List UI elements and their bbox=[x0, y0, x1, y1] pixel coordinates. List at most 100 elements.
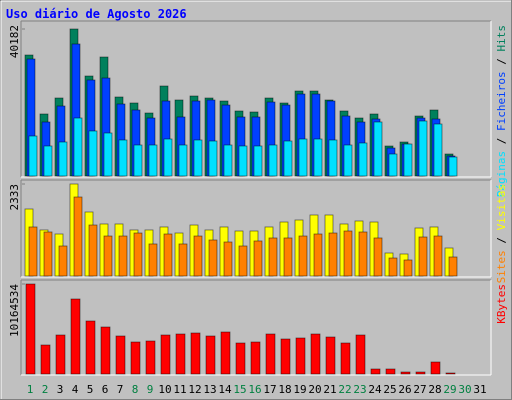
bar bbox=[253, 145, 263, 177]
bar bbox=[388, 257, 398, 277]
x-tick-label: 20 bbox=[308, 383, 321, 396]
bar bbox=[130, 341, 141, 375]
bar bbox=[268, 237, 278, 277]
bar bbox=[178, 243, 188, 277]
bar bbox=[88, 130, 98, 177]
bar bbox=[418, 120, 428, 177]
bar bbox=[43, 145, 53, 177]
bar bbox=[88, 224, 98, 277]
x-tick-label: 31 bbox=[473, 383, 486, 396]
bar bbox=[238, 145, 248, 177]
bar bbox=[58, 245, 68, 277]
bar bbox=[430, 361, 441, 375]
bar bbox=[313, 138, 323, 177]
legend: KBytes bbox=[495, 284, 508, 324]
bar bbox=[373, 237, 383, 277]
x-tick-label: 23 bbox=[353, 383, 366, 396]
bar bbox=[280, 338, 291, 375]
bar bbox=[265, 333, 276, 375]
bar bbox=[313, 233, 323, 277]
legend-separator: / bbox=[495, 230, 508, 250]
bar bbox=[238, 245, 248, 277]
legend-entry: Sites bbox=[495, 250, 508, 283]
x-tick-label: 29 bbox=[443, 383, 456, 396]
x-tick-label: 13 bbox=[203, 383, 216, 396]
bar bbox=[433, 123, 443, 177]
bar bbox=[73, 117, 83, 177]
bar bbox=[193, 139, 203, 177]
x-tick-label: 18 bbox=[278, 383, 291, 396]
bar bbox=[208, 239, 218, 277]
x-tick-label: 3 bbox=[57, 383, 64, 396]
bar bbox=[163, 233, 173, 277]
x-tick-label: 22 bbox=[338, 383, 351, 396]
bar bbox=[28, 135, 38, 177]
bar bbox=[205, 335, 216, 375]
bar bbox=[118, 235, 128, 277]
y-tick-label: 10164534 bbox=[8, 284, 21, 337]
bar bbox=[58, 141, 68, 177]
bar bbox=[253, 240, 263, 277]
bar bbox=[208, 140, 218, 177]
x-tick-label: 12 bbox=[188, 383, 201, 396]
bar bbox=[193, 235, 203, 277]
bar bbox=[163, 138, 173, 177]
bar bbox=[400, 371, 411, 375]
bar bbox=[298, 138, 308, 177]
bar bbox=[235, 342, 246, 375]
bar bbox=[70, 298, 81, 375]
x-tick-label: 1 bbox=[27, 383, 34, 396]
x-tick-label: 28 bbox=[428, 383, 441, 396]
x-tick-label: 8 bbox=[132, 383, 139, 396]
bar bbox=[340, 342, 351, 375]
bar bbox=[310, 333, 321, 375]
x-tick-label: 16 bbox=[248, 383, 261, 396]
x-tick-label: 21 bbox=[323, 383, 336, 396]
x-tick-label: 6 bbox=[102, 383, 109, 396]
bar bbox=[358, 231, 368, 277]
y-tick-label: 40182 bbox=[8, 25, 21, 58]
bar bbox=[190, 332, 201, 375]
bar bbox=[85, 320, 96, 375]
legend-entry: KBytes bbox=[495, 284, 508, 324]
legend-entry: Hits bbox=[495, 25, 508, 52]
bar bbox=[223, 144, 233, 177]
bar bbox=[145, 340, 156, 375]
bar bbox=[268, 144, 278, 177]
bar bbox=[355, 334, 366, 375]
bar bbox=[133, 144, 143, 177]
x-tick-label: 9 bbox=[147, 383, 154, 396]
bar bbox=[343, 230, 353, 277]
bar bbox=[448, 256, 458, 277]
bar bbox=[28, 226, 38, 277]
bar bbox=[40, 344, 51, 375]
bar bbox=[178, 144, 188, 177]
bar bbox=[283, 237, 293, 277]
x-tick-label: 7 bbox=[117, 383, 124, 396]
bar bbox=[55, 334, 66, 375]
bar bbox=[160, 334, 171, 375]
bar bbox=[73, 196, 83, 277]
bar bbox=[103, 132, 113, 177]
x-tick-label: 10 bbox=[158, 383, 171, 396]
bar bbox=[115, 335, 126, 375]
x-tick-label: 4 bbox=[72, 383, 79, 396]
bar bbox=[220, 331, 231, 375]
x-tick-label: 24 bbox=[368, 383, 382, 396]
bar bbox=[415, 371, 426, 375]
bar bbox=[103, 235, 113, 277]
bar bbox=[100, 326, 111, 375]
bar bbox=[445, 372, 456, 375]
bar bbox=[175, 333, 186, 375]
bar bbox=[343, 144, 353, 177]
legend-separator: / bbox=[495, 52, 508, 72]
bar bbox=[43, 231, 53, 277]
bar bbox=[403, 143, 413, 177]
x-tick-label: 19 bbox=[293, 383, 306, 396]
legend-entry: Ficheiros bbox=[495, 71, 508, 131]
chart-title: Uso diário de Agosto 2026 bbox=[6, 7, 187, 21]
x-tick-label: 11 bbox=[173, 383, 186, 396]
bar bbox=[295, 337, 306, 375]
bar bbox=[283, 140, 293, 177]
